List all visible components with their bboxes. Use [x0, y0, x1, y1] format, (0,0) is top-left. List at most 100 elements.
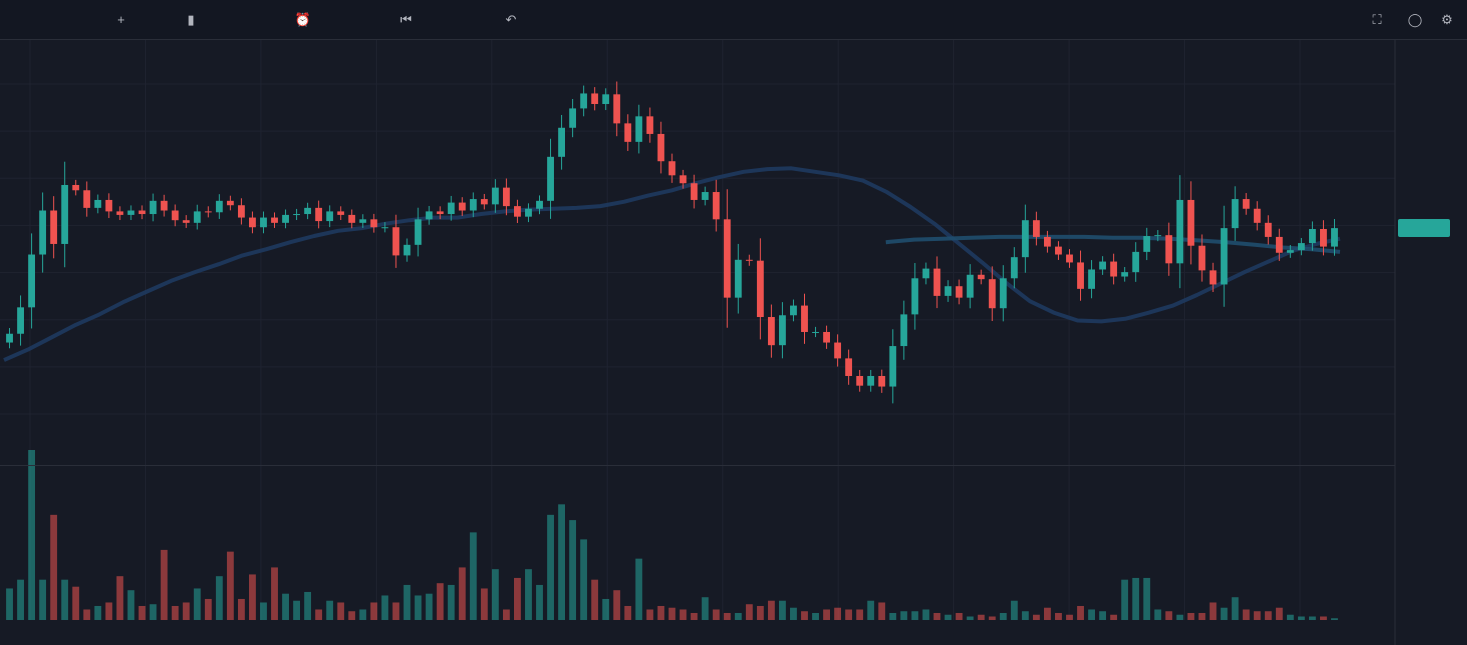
- candle-body: [160, 200, 168, 211]
- candle-body: [778, 315, 786, 346]
- volume-bar: [138, 605, 146, 620]
- candle-body: [326, 211, 334, 222]
- volume-bar: [160, 549, 168, 620]
- plus-icon[interactable]: +: [117, 12, 125, 27]
- volume-bar: [6, 588, 13, 620]
- candle-body: [50, 210, 58, 244]
- candle-body: [767, 317, 775, 346]
- volume-bar: [1187, 612, 1195, 620]
- candle-body: [867, 375, 875, 386]
- volume-bar: [182, 602, 190, 620]
- fullscreen-icon[interactable]: ⛶: [1372, 12, 1382, 27]
- volume-bar: [679, 609, 687, 620]
- candle-body: [856, 375, 864, 386]
- candle-body: [182, 220, 190, 223]
- volume-bar: [116, 576, 124, 620]
- volume-bar: [260, 602, 267, 620]
- candle-body: [1143, 236, 1151, 252]
- volume-bar: [72, 586, 80, 620]
- candle-body: [1010, 257, 1018, 279]
- candle-body: [701, 192, 709, 200]
- settings-icon[interactable]: ⚙: [1441, 12, 1453, 27]
- candle-body: [1209, 270, 1217, 285]
- candle-body: [922, 268, 930, 279]
- volume-bar: [845, 609, 853, 620]
- volume-bar: [812, 612, 819, 620]
- candle-body: [94, 199, 102, 208]
- volume-bar: [83, 609, 91, 620]
- candle-body: [1154, 235, 1162, 237]
- volume-bar: [569, 520, 577, 620]
- candle-body: [1331, 228, 1338, 247]
- candle-body: [900, 314, 908, 347]
- volume-bar: [1297, 616, 1305, 620]
- candle-body: [436, 211, 444, 215]
- replay-icon[interactable]: ⏮: [400, 12, 412, 27]
- volume-bar: [1320, 616, 1327, 620]
- candle-body: [812, 331, 819, 333]
- candle-body: [1055, 246, 1062, 255]
- candle-body: [1275, 236, 1283, 253]
- volume-bar: [1242, 609, 1250, 620]
- volume-bar: [193, 588, 201, 620]
- volume-bar: [94, 605, 102, 620]
- chart-area[interactable]: [0, 40, 1467, 645]
- top-toolbar: + ▮ ⏰ ⏮ ↶ ⛶ ◯ ⚙: [0, 0, 1467, 40]
- volume-bar: [50, 514, 58, 620]
- candle-body: [1253, 208, 1261, 223]
- candle-body: [370, 219, 378, 228]
- volume-bar: [1331, 618, 1338, 620]
- candle-body: [646, 116, 654, 134]
- volume-bar: [293, 600, 301, 620]
- pane-divider[interactable]: [0, 465, 1395, 466]
- candle-body: [635, 116, 643, 142]
- candle-body: [237, 205, 245, 218]
- candle-body: [1231, 199, 1239, 229]
- candle-body: [988, 279, 996, 309]
- undo-icon[interactable]: ↶: [505, 12, 517, 27]
- candle-body: [337, 211, 345, 215]
- volume-bar: [1088, 609, 1095, 620]
- candle-body: [469, 199, 477, 211]
- last-price-tag: [1398, 219, 1450, 238]
- candle-body: [569, 108, 577, 128]
- volume-bar: [988, 616, 996, 620]
- alert-icon[interactable]: ⏰: [294, 12, 312, 27]
- volume-bar: [149, 604, 157, 620]
- volume-bar: [1253, 611, 1261, 620]
- volume-bar: [315, 609, 323, 620]
- volume-bar: [580, 539, 588, 620]
- volume-bar: [348, 611, 356, 620]
- volume-bar: [381, 595, 389, 620]
- volume-bar: [668, 607, 676, 620]
- volume-bar: [392, 602, 400, 620]
- volume-bar: [513, 577, 521, 620]
- volume-bar: [657, 605, 665, 620]
- candle-body: [1043, 236, 1051, 247]
- candle-body: [1165, 235, 1173, 264]
- volume-bar: [911, 611, 919, 620]
- volume-bar: [977, 614, 985, 620]
- candle-body: [889, 346, 897, 387]
- candle-body: [1077, 262, 1084, 289]
- volume-bar: [646, 609, 654, 620]
- price-chart[interactable]: [0, 40, 1467, 645]
- candle-body: [591, 93, 599, 105]
- volume-bar: [105, 602, 113, 620]
- candle-body: [193, 211, 201, 223]
- candles-icon[interactable]: ▮: [187, 12, 195, 27]
- moving-average-layer: [3, 166, 1341, 362]
- volume-bar: [613, 590, 621, 620]
- volume-bar: [889, 612, 897, 620]
- camera-icon[interactable]: ◯: [1407, 12, 1423, 27]
- volume-bar: [1066, 614, 1073, 620]
- volume-bar: [745, 604, 753, 620]
- candle-body: [613, 94, 621, 124]
- volume-bar: [469, 532, 477, 620]
- candle-body: [28, 254, 36, 308]
- candle-body: [282, 214, 289, 223]
- candle-body: [1264, 222, 1272, 237]
- volume-bar: [1077, 605, 1084, 620]
- candle-body: [348, 214, 356, 223]
- volume-bar: [624, 605, 632, 620]
